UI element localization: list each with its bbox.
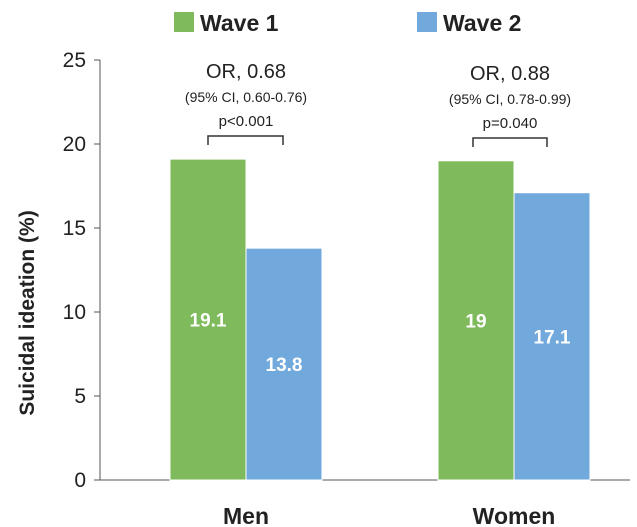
- data-labels-group: 19.1 13.8 19 17.1: [190, 311, 571, 377]
- legend-swatch-wave-1: [174, 12, 194, 32]
- bracket-women: [472, 137, 548, 147]
- category-label-women: Women: [473, 503, 556, 527]
- bar-men-wave-1: [169, 158, 247, 481]
- annotation-men: OR, 0.68 (95% CI, 0.60-0.76) p<0.001: [185, 61, 307, 145]
- odds-ratio-men: OR, 0.68: [206, 61, 286, 83]
- bar-men-wave-2: [245, 247, 323, 481]
- p-value-women: p=0.040: [483, 115, 538, 132]
- legend-label-wave-2: Wave 2: [443, 10, 521, 36]
- legend: Wave 1 Wave 2: [174, 10, 521, 36]
- data-label-women-wave-1: 19: [465, 311, 486, 332]
- bar-women-wave-2: [513, 192, 591, 481]
- p-value-men: p<0.001: [219, 113, 274, 130]
- confidence-interval-men: (95% CI, 0.60-0.76): [185, 89, 307, 105]
- data-label-women-wave-2: 17.1: [534, 327, 571, 348]
- category-label-men: Men: [223, 503, 269, 527]
- legend-label-wave-1: Wave 1: [200, 10, 279, 36]
- legend-swatch-wave-2: [417, 12, 437, 32]
- y-axis: 0 5 10 15 20 25: [63, 49, 101, 492]
- confidence-interval-women: (95% CI, 0.78-0.99): [449, 91, 571, 107]
- bar-women-wave-1: [437, 160, 515, 481]
- y-tick-label: 10: [63, 301, 86, 324]
- bracket-men: [207, 135, 284, 145]
- y-tick-label: 15: [63, 217, 86, 240]
- bars-group: [169, 158, 591, 481]
- y-tick-label: 25: [63, 49, 86, 72]
- data-label-men-wave-2: 13.8: [266, 355, 303, 376]
- y-tick-label: 20: [63, 133, 86, 156]
- y-tick-label: 5: [74, 385, 86, 408]
- y-tick-label: 0: [74, 469, 86, 492]
- annotation-women: OR, 0.88 (95% CI, 0.78-0.99) p=0.040: [449, 63, 571, 147]
- odds-ratio-women: OR, 0.88: [470, 63, 550, 85]
- y-axis-title: Suicidal ideation (%): [16, 210, 39, 415]
- data-label-men-wave-1: 19.1: [190, 311, 227, 332]
